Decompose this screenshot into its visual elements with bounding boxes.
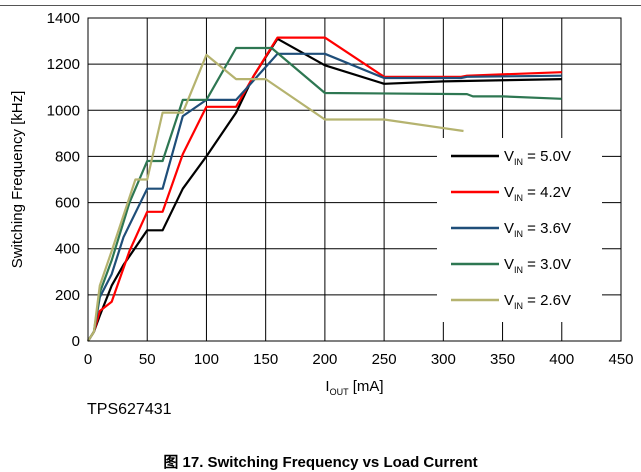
x-tick-label: 300: [431, 351, 456, 368]
y-tick-label: 1400: [47, 10, 80, 27]
device-label: TPS627431: [87, 401, 172, 418]
x-tick-label: 0: [84, 351, 92, 368]
series-line-3: [87, 46, 562, 342]
plot-frame: [87, 17, 622, 342]
y-tick-label: 1000: [47, 102, 80, 119]
x-tick-label: 150: [253, 351, 278, 368]
legend-entry-3: VIN = 3.0V: [504, 256, 571, 275]
series-lines: [87, 36, 562, 342]
series-line-0: [87, 37, 562, 342]
top-rule: [0, 5, 641, 6]
x-tick-label: 200: [312, 351, 337, 368]
y-tick-label: 200: [55, 287, 80, 304]
x-axis-label-sub: OUT: [330, 387, 350, 397]
y-tick-label: 800: [55, 148, 80, 165]
x-tick-label: 250: [372, 351, 397, 368]
y-tick-label: 0: [72, 333, 80, 350]
legend: VIN = 5.0V VIN = 4.2V VIN = 3.6V VIN = 3.0V…: [437, 138, 602, 322]
y-axis-label: Switching Frequency [kHz]: [9, 91, 26, 269]
x-axis-label: IOUT [mA]: [325, 378, 383, 397]
legend-entry-1: VIN = 4.2V: [504, 184, 571, 203]
x-tick-label: 50: [139, 351, 156, 368]
x-tick-label: 450: [608, 351, 633, 368]
x-axis-label-main: I: [325, 378, 329, 395]
x-tick-label: 100: [194, 351, 219, 368]
legend-entry-2: VIN = 3.6V: [504, 220, 571, 239]
y-tick-label: 400: [55, 241, 80, 258]
switching-frequency-chart: 0 50 100 150 200 250 300 350 400 450 0 200 400 600 800…: [9, 10, 634, 397]
x-axis-label-unit: [mA]: [349, 378, 384, 395]
tick-labels: 0 50 100 150 200 250 300 350 400 450 0 200 400 600 800…: [47, 10, 634, 368]
legend-entry-4: VIN = 2.6V: [504, 292, 571, 311]
series-line-1: [87, 36, 562, 342]
x-tick-label: 400: [549, 351, 574, 368]
series-line-4: [87, 53, 464, 342]
figure-caption: 图 17. Switching Frequency vs Load Curren…: [163, 454, 478, 471]
legend-background: [437, 138, 602, 322]
y-tick-label: 1200: [47, 56, 80, 73]
legend-entry-0: VIN = 5.0V: [504, 148, 571, 167]
y-tick-label: 600: [55, 195, 80, 212]
x-tick-label: 350: [490, 351, 515, 368]
